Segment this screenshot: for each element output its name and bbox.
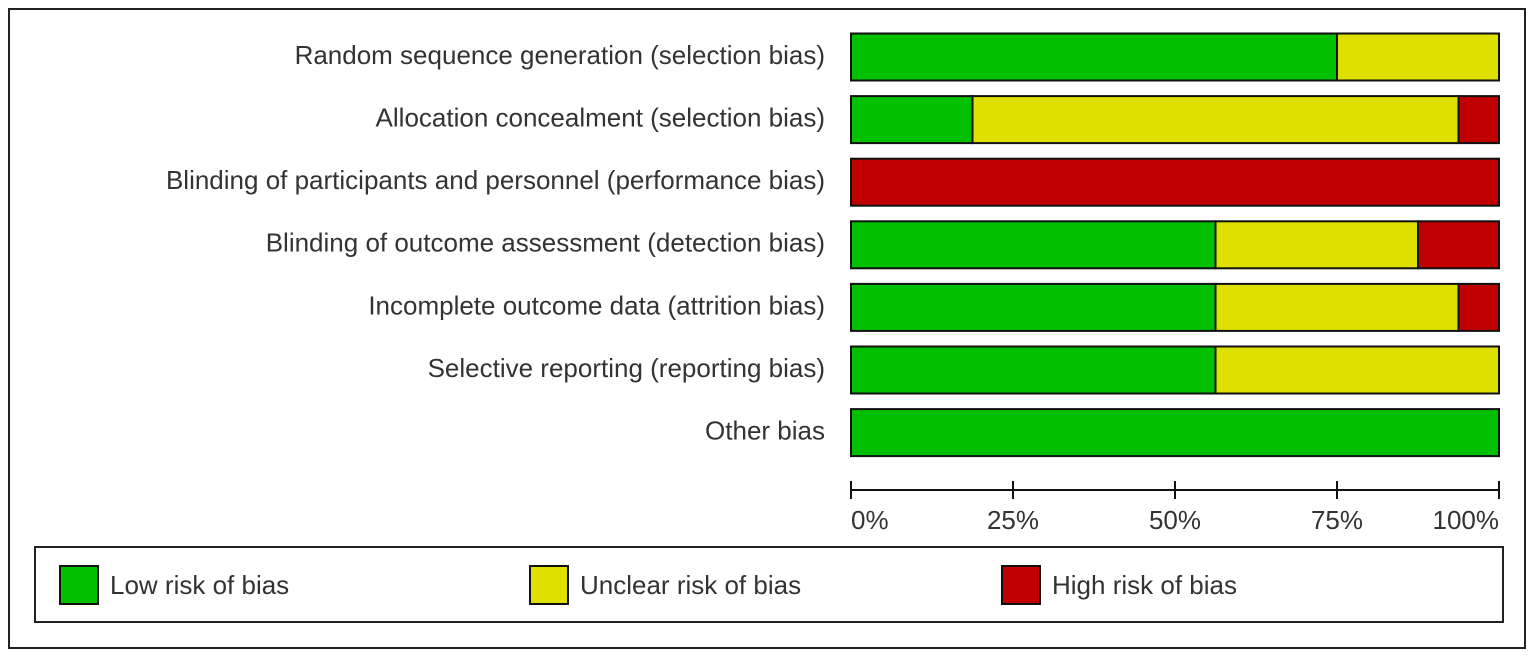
legend-box bbox=[34, 546, 1504, 623]
bar-segment bbox=[1214, 282, 1460, 332]
bar-segment bbox=[1214, 220, 1419, 270]
category-label: Selective reporting (reporting bias) bbox=[428, 353, 825, 383]
bar-segment bbox=[850, 220, 1217, 270]
category-label: Blinding of participants and personnel (… bbox=[166, 165, 825, 195]
bar-segment bbox=[850, 95, 974, 145]
category-label: Other bias bbox=[705, 415, 825, 445]
bar-segment bbox=[850, 282, 1217, 332]
category-label: Random sequence generation (selection bi… bbox=[295, 40, 825, 70]
bar-segment bbox=[1457, 282, 1500, 332]
legend-swatch bbox=[59, 565, 99, 605]
bar-segment bbox=[1336, 32, 1500, 82]
bar-segment bbox=[850, 157, 1500, 207]
category-label: Blinding of outcome assessment (detectio… bbox=[266, 228, 825, 258]
x-tick-label: 50% bbox=[1149, 505, 1201, 535]
x-tick-label: 0% bbox=[851, 505, 889, 535]
legend-label: High risk of bias bbox=[1052, 570, 1237, 600]
legend-swatch bbox=[1001, 565, 1041, 605]
category-label: Incomplete outcome data (attrition bias) bbox=[368, 290, 825, 320]
bar-segment bbox=[1457, 95, 1500, 145]
bar-segment bbox=[850, 32, 1338, 82]
bar-segment bbox=[850, 345, 1217, 395]
bar-segment bbox=[850, 408, 1500, 458]
legend-label: Unclear risk of bias bbox=[580, 570, 801, 600]
x-tick-label: 25% bbox=[987, 505, 1039, 535]
bar-segment bbox=[971, 95, 1460, 145]
x-tick-label: 100% bbox=[1433, 505, 1500, 535]
bar-segment bbox=[1214, 345, 1500, 395]
bar-segment bbox=[1417, 220, 1500, 270]
x-tick-label: 75% bbox=[1311, 505, 1363, 535]
legend-swatch bbox=[529, 565, 569, 605]
category-label: Allocation concealment (selection bias) bbox=[376, 102, 825, 132]
legend-label: Low risk of bias bbox=[110, 570, 289, 600]
